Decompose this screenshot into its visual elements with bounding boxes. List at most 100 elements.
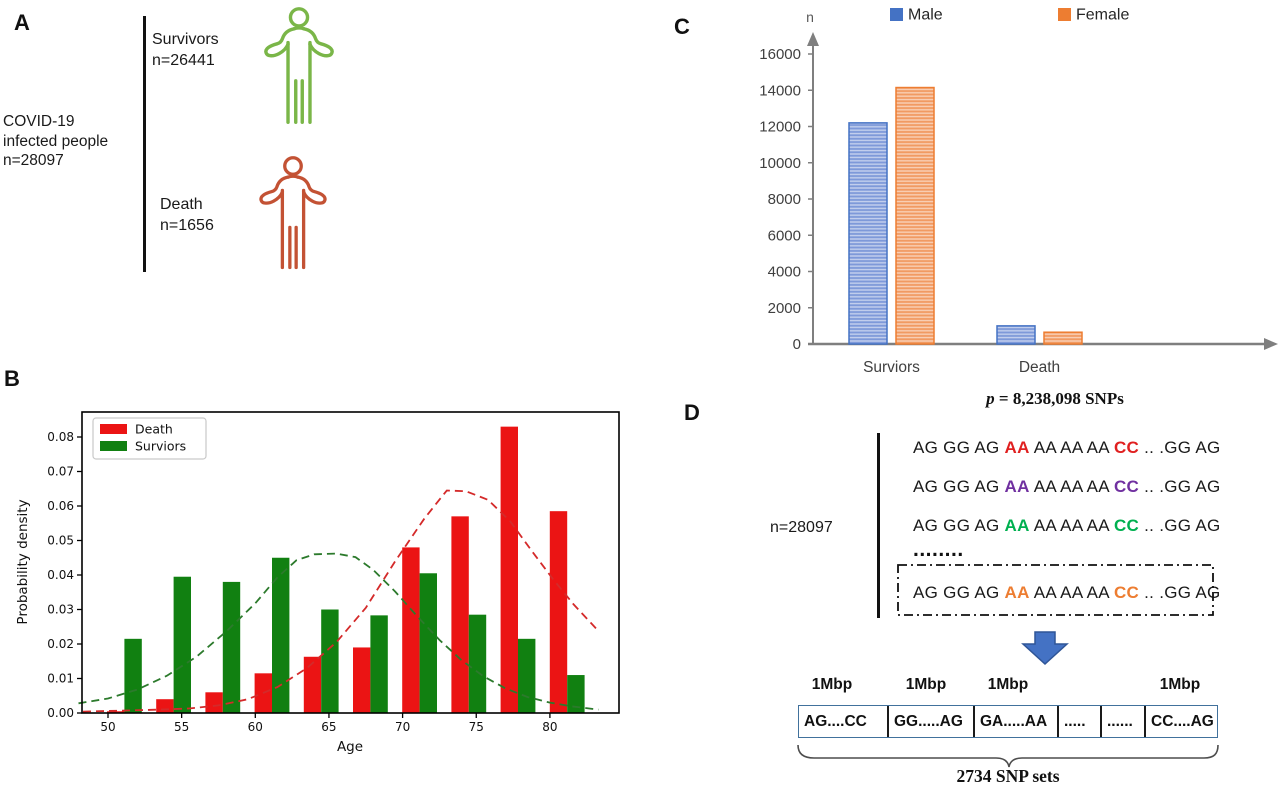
snp-sets-label: 2734 SNP sets [956,766,1060,786]
bar-surviors-7 [468,614,487,713]
y-tick-label-2000: 2000 [768,300,801,317]
y-axis-title: Probability density [15,499,31,624]
y-tick-label-0.08: 0.08 [47,430,74,444]
survivors-label: Survivors [152,31,219,48]
legend-swatch-surviors [100,441,127,451]
genotype-text: AG GG AG [913,438,1005,457]
bar-death-9 [549,511,568,713]
bar-surviors-6 [419,573,437,713]
bar-death-0 [107,711,125,713]
legend-label-death: Death [135,422,173,437]
plot-border [81,411,620,714]
bar-death-8 [500,426,518,713]
snp-set-box: AG....CC GG.....AG GA.....AA........... CC.… [798,705,1218,738]
genotype-variant: CC [1113,516,1140,535]
y-tick-label-12000: 12000 [759,119,801,136]
bar-surviors-8 [518,638,536,713]
survivors-branch-text: Survivors n=26441 [152,29,219,71]
sample-size-label: n=28097 [770,519,833,536]
bar-death-6 [402,547,420,713]
panel-c-label: C [674,14,690,39]
snp-count-caption: p = 8,238,098 SNPs [930,389,1180,409]
x-tick-label-70: 70 [395,720,410,734]
genotype-variant: AA [1004,438,1030,457]
y-tick-label-0: 0.00 [47,706,74,720]
snp-cell-6: CC....AG [1144,706,1216,737]
x-tick-label-55: 55 [174,720,189,734]
underbrace [797,744,1219,768]
genotype-text: AA AA AA [1029,438,1114,457]
bar-surviors-0 [124,638,142,713]
y-tick-label-6000: 6000 [768,227,801,244]
p-value: = 8,238,098 SNPs [994,389,1124,408]
cohort-line-3: n=28097 [3,152,64,169]
y-tick-label-8000: 8000 [768,191,801,208]
snp-cell-4: ..... [1057,706,1100,737]
bar-surviors-2 [222,581,241,713]
genotype-text: AG GG AG [913,583,1005,602]
genotype-variant: CC [1113,477,1140,496]
genotype-variant: CC [1113,583,1140,602]
legend-label-male: Male [908,7,943,24]
y-tick-label-0.07: 0.07 [47,465,74,479]
highlight-dashdot-box [897,564,1214,616]
bar-female-surviors [895,86,935,345]
mbp-label-1: 1Mbp [811,676,853,693]
genotype-text: .. .GG AG [1139,516,1221,535]
panel-a-label: A [14,10,30,35]
genotype-variant: CC [1113,438,1140,457]
mbp-label-2: 1Mbp [905,676,947,693]
sequence-row-3: AG GG AG AA AA AA AA CC .. .GG AG [913,516,1221,536]
legend-swatch-death [100,424,127,434]
death-person-icon [259,156,327,270]
genotype-text: AG GG AG [913,477,1005,496]
mbp-label-4: 1Mbp [1159,676,1201,693]
bar-death-4 [303,656,322,713]
snp-cell-3: GA.....AA [973,706,1057,737]
bar-male-death [996,325,1036,345]
y-tick-label-0.05: 0.05 [47,534,74,548]
genotype-text: .. .GG AG [1139,583,1221,602]
y-tick-label-0.01: 0.01 [47,672,74,686]
panel-b-label: B [4,366,20,391]
y-tick-label-14000: 14000 [759,82,801,99]
genotype-text: AA AA AA [1029,516,1114,535]
panel-d-label: D [684,400,700,425]
genotype-variant: AA [1004,516,1030,535]
category-label-surviors: Surviors [863,359,920,376]
bar-female-death [1043,331,1083,345]
x-axis-title: Age [337,739,363,755]
genotype-text: AG GG AG [913,516,1005,535]
genotype-text: AA AA AA [1029,477,1114,496]
sequence-row-4: AG GG AG AA AA AA AA CC .. .GG AG [913,583,1221,603]
sequence-ellipsis: ........ [913,538,964,561]
density-curve-1 [78,552,599,711]
x-tick-label-75: 75 [469,720,484,734]
death-count: n=1656 [160,217,214,234]
panel-d-graphics [797,564,1219,768]
y-tick-label-0.02: 0.02 [47,637,74,651]
snp-cell-1: AG....CC [804,712,867,730]
y-axis-title: n [806,9,814,25]
genotype-text: AA AA AA [1029,583,1114,602]
legend-swatch-female [1058,8,1071,21]
density-curve-0 [82,489,598,713]
y-tick-label-0.03: 0.03 [47,603,74,617]
bar-surviors-1 [173,576,191,713]
p-variable: p [986,389,995,408]
category-label-death: Death [1019,359,1060,376]
cohort-text: COVID-19 infected people n=28097 [3,112,108,171]
bar-death-7 [451,516,469,713]
sequence-row-2: AG GG AG AA AA AA AA CC .. .GG AG [913,477,1221,497]
cohort-line-2: infected people [3,132,109,150]
death-branch-text: Death n=1656 [160,194,214,236]
y-tick-label-10000: 10000 [759,155,801,172]
sequence-row-1: AG GG AG AA AA AA AA CC .. .GG AG [913,438,1221,458]
legend-label-surviors: Surviors [135,439,186,454]
legend-swatch-male [890,8,903,21]
bar-surviors-5 [370,615,388,713]
x-axis-arrowhead [1264,338,1278,350]
genotype-text: .. .GG AG [1139,438,1221,457]
genotype-variant: AA [1004,583,1030,602]
bar-death-1 [156,699,174,713]
